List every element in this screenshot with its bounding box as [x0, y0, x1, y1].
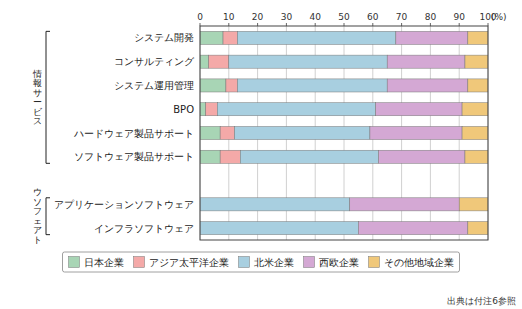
- bar-segment: [223, 31, 237, 44]
- bar-segment: [220, 126, 234, 139]
- bar-segment: [200, 222, 358, 235]
- group-label-line: 情: [32, 69, 42, 79]
- bars: [200, 31, 488, 234]
- tick-label: 40: [309, 12, 321, 22]
- bar-segment: [200, 103, 206, 116]
- unit-label: (%): [491, 12, 507, 22]
- tick-label: 70: [396, 12, 408, 22]
- bar-segment: [226, 79, 238, 92]
- bar-segment: [370, 126, 462, 139]
- bar-segment: [358, 222, 467, 235]
- bar-segment: [206, 103, 218, 116]
- tick-label: 80: [425, 12, 437, 22]
- category-label: システム運用管理: [114, 80, 194, 91]
- group-label-line: ス: [33, 116, 42, 126]
- legend-label: 西欧企業: [319, 257, 359, 268]
- group-label-line: ビ: [33, 107, 43, 117]
- bar-segment: [387, 79, 468, 92]
- bar-segment: [468, 222, 488, 235]
- bar-segment: [465, 150, 488, 163]
- group-label-line: ト: [33, 235, 42, 245]
- group-label-line: ア: [33, 225, 42, 235]
- legend-label: 北米企業: [254, 257, 294, 268]
- category-label: インフラソフトウェア: [94, 223, 194, 234]
- legend-swatch: [69, 257, 80, 268]
- group-bracket: [46, 198, 50, 235]
- category-label: ハードウェア製品サポート: [73, 128, 194, 139]
- group-label-line: ウ: [33, 187, 42, 197]
- legend-label: その他地域企業: [384, 257, 454, 268]
- tick-label: 10: [223, 12, 235, 22]
- legend-frame: [63, 252, 460, 272]
- chart: 0102030405060708090100システム開発コンサルティングシステム…: [0, 0, 522, 309]
- bar-segment: [240, 150, 378, 163]
- tick-label: 60: [367, 12, 379, 22]
- plot-frame: [200, 26, 488, 240]
- category-label: アプリケーションソフトウェア: [54, 199, 194, 210]
- legend-label: 日本企業: [84, 257, 124, 268]
- group-label: ウソフェアト: [33, 187, 42, 245]
- legend-label: アジア太平洋企業: [149, 257, 229, 268]
- legend: 日本企業 アジア太平洋企業 北米企業 西欧企業 その他地域企業: [63, 252, 460, 272]
- legend-swatch: [369, 257, 380, 268]
- group-label-line: 報: [33, 78, 42, 88]
- bar-segment: [465, 55, 488, 68]
- grid: [200, 26, 488, 240]
- legend-swatch: [134, 257, 145, 268]
- group-label-line: ー: [33, 97, 42, 107]
- group-label-line: ソ: [33, 197, 42, 207]
- group-label-line: サ: [33, 88, 42, 98]
- plot-area: [200, 26, 488, 240]
- legend-swatch: [304, 257, 315, 268]
- group-label-line: ェ: [33, 216, 42, 226]
- bar-segment: [350, 198, 459, 211]
- bar-segment: [379, 150, 465, 163]
- bar-segment: [387, 55, 465, 68]
- bar-segment: [237, 79, 387, 92]
- tick-label: 90: [453, 12, 465, 22]
- bar-segment: [229, 55, 387, 68]
- source-text: 出典は付注6参照: [447, 296, 516, 306]
- bar-segment: [200, 55, 209, 68]
- bar-segment: [200, 126, 220, 139]
- category-label: システム開発: [134, 32, 194, 43]
- bar-segment: [220, 150, 240, 163]
- legend-swatch: [239, 257, 250, 268]
- bar-segment: [217, 103, 375, 116]
- bar-segment: [200, 79, 226, 92]
- group-label-line: フ: [33, 206, 42, 216]
- category-label: コンサルティング: [114, 56, 195, 67]
- category-label: BPO: [173, 104, 194, 115]
- bar-segment: [459, 198, 488, 211]
- bar-segment: [376, 103, 462, 116]
- category-label: ソフトウェア製品サポート: [74, 151, 194, 162]
- tick-label: 50: [338, 12, 350, 22]
- tick-label: 30: [281, 12, 293, 22]
- tick-label: 0: [197, 12, 203, 22]
- bar-segment: [209, 55, 229, 68]
- tick-label: 20: [252, 12, 264, 22]
- bar-segment: [462, 103, 488, 116]
- bar-segment: [468, 31, 488, 44]
- group-label: 情報サービス: [32, 69, 43, 127]
- bar-segment: [200, 31, 223, 44]
- bar-segment: [200, 198, 350, 211]
- bar-segment: [237, 31, 395, 44]
- group-bracket: [46, 31, 50, 163]
- bar-segment: [200, 150, 220, 163]
- bar-segment: [235, 126, 370, 139]
- bar-segment: [396, 31, 468, 44]
- bar-segment: [462, 126, 488, 139]
- bar-segment: [468, 79, 488, 92]
